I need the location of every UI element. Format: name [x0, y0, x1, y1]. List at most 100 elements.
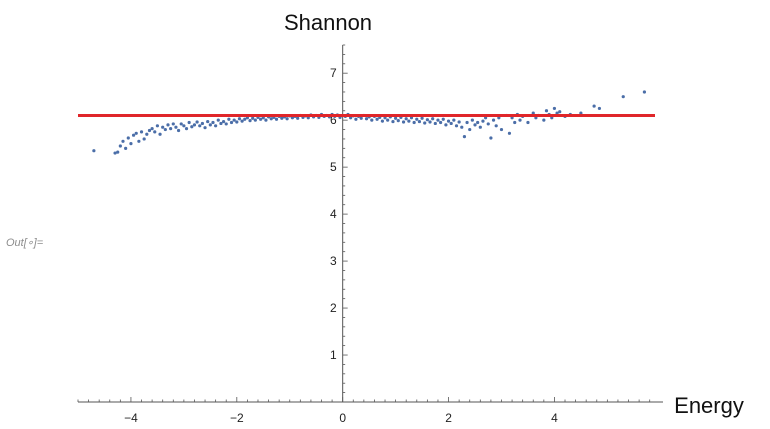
data-point [494, 124, 498, 128]
data-point [306, 116, 310, 120]
data-point [431, 117, 435, 121]
y-tick-label: 6 [330, 113, 337, 127]
data-point [235, 120, 239, 124]
data-point [470, 118, 474, 122]
data-point [285, 117, 289, 121]
data-point [187, 120, 191, 125]
data-point [439, 120, 443, 125]
x-tick-label: 0 [339, 411, 346, 425]
data-point [174, 125, 178, 129]
data-point [261, 116, 265, 120]
data-point [497, 116, 501, 120]
data-point [113, 151, 117, 155]
data-point [446, 119, 451, 123]
data-point [126, 136, 130, 140]
data-point [552, 106, 557, 111]
data-point [478, 125, 482, 129]
data-point [534, 116, 538, 120]
data-point [296, 116, 300, 120]
data-point [198, 124, 202, 128]
data-point [542, 118, 546, 122]
data-point [150, 127, 154, 131]
data-point [161, 125, 165, 129]
data-point [116, 150, 120, 154]
data-point [436, 118, 440, 122]
x-tick-label: −2 [230, 411, 244, 425]
data-point [370, 118, 374, 122]
data-point [383, 116, 387, 120]
data-point [124, 146, 128, 150]
data-point [555, 111, 559, 115]
data-point [259, 117, 263, 121]
data-point [280, 116, 284, 120]
x-axis-title: Energy [674, 393, 744, 418]
axes [78, 45, 663, 403]
data-point [433, 121, 437, 126]
data-point [190, 125, 194, 129]
data-point [457, 120, 461, 124]
data-point [499, 127, 504, 132]
data-point [153, 130, 157, 134]
data-point [131, 133, 136, 137]
data-point [290, 116, 294, 120]
data-point [407, 119, 411, 123]
data-point [444, 123, 448, 127]
data-point [274, 117, 279, 121]
data-point [134, 131, 138, 135]
data-point [211, 120, 215, 125]
data-point [92, 149, 96, 153]
chart-title: Shannon [284, 10, 372, 35]
data-point [452, 118, 456, 122]
data-point [349, 116, 353, 120]
data-point [182, 124, 186, 128]
data-point [158, 132, 162, 136]
data-point [592, 104, 596, 108]
data-point [139, 130, 144, 134]
data-point [476, 120, 480, 125]
data-point [229, 120, 234, 125]
x-tick-label: 4 [551, 411, 558, 425]
data-points [92, 90, 647, 155]
data-point [264, 118, 268, 122]
x-tick-label: 2 [445, 411, 452, 425]
data-point [237, 117, 242, 121]
data-point [481, 119, 485, 123]
y-tick-label: 2 [330, 301, 337, 315]
data-point [473, 123, 477, 127]
data-point [420, 116, 424, 120]
data-point [243, 117, 247, 121]
data-point [518, 118, 522, 122]
data-point [462, 134, 467, 139]
data-point [386, 118, 390, 122]
data-point [166, 123, 170, 127]
data-point [147, 128, 152, 133]
data-point [155, 124, 160, 128]
data-point [251, 116, 255, 120]
data-point [192, 123, 197, 127]
data-point [550, 116, 554, 120]
data-point [404, 117, 408, 121]
data-point [221, 119, 226, 124]
data-point [486, 122, 490, 126]
data-point [227, 117, 231, 121]
data-point [465, 120, 469, 125]
data-point [544, 109, 549, 113]
data-point [171, 122, 175, 126]
output-cell-label: Out[∘]= [6, 237, 44, 249]
data-point [232, 118, 236, 122]
data-point [460, 125, 464, 129]
data-point [558, 110, 562, 114]
data-point [380, 119, 384, 123]
data-point [216, 118, 220, 122]
data-point [145, 132, 149, 136]
data-point [454, 124, 459, 128]
data-point [468, 127, 472, 132]
data-point [409, 116, 414, 120]
data-point [441, 117, 445, 121]
data-point [142, 137, 146, 141]
data-point [394, 116, 398, 120]
data-point [354, 117, 358, 121]
data-point [129, 142, 133, 146]
data-point [200, 121, 204, 126]
